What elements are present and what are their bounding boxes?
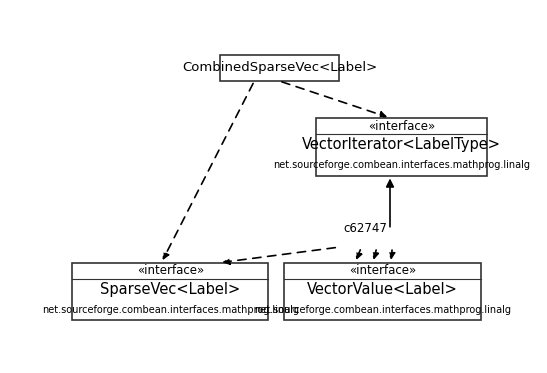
Text: «interface»: «interface» — [137, 264, 204, 278]
Text: net.sourceforge.combean.interfaces.mathprog.linalg: net.sourceforge.combean.interfaces.mathp… — [42, 305, 299, 315]
Text: net.sourceforge.combean.interfaces.mathprog.linalg: net.sourceforge.combean.interfaces.mathp… — [254, 305, 511, 315]
Bar — [220, 55, 339, 81]
Text: VectorValue<Label>: VectorValue<Label> — [307, 282, 458, 297]
Text: SparseVec<Label>: SparseVec<Label> — [100, 282, 241, 297]
Text: VectorIterator<LabelType>: VectorIterator<LabelType> — [302, 137, 501, 152]
Bar — [284, 263, 481, 320]
Text: net.sourceforge.combean.interfaces.mathprog.linalg: net.sourceforge.combean.interfaces.mathp… — [273, 160, 530, 170]
Bar — [72, 263, 269, 320]
Text: CombinedSparseVec<Label>: CombinedSparseVec<Label> — [182, 62, 377, 74]
Text: «interface»: «interface» — [368, 120, 435, 133]
Text: c62747: c62747 — [344, 222, 387, 235]
Text: «interface»: «interface» — [348, 264, 416, 278]
Bar — [316, 118, 487, 176]
